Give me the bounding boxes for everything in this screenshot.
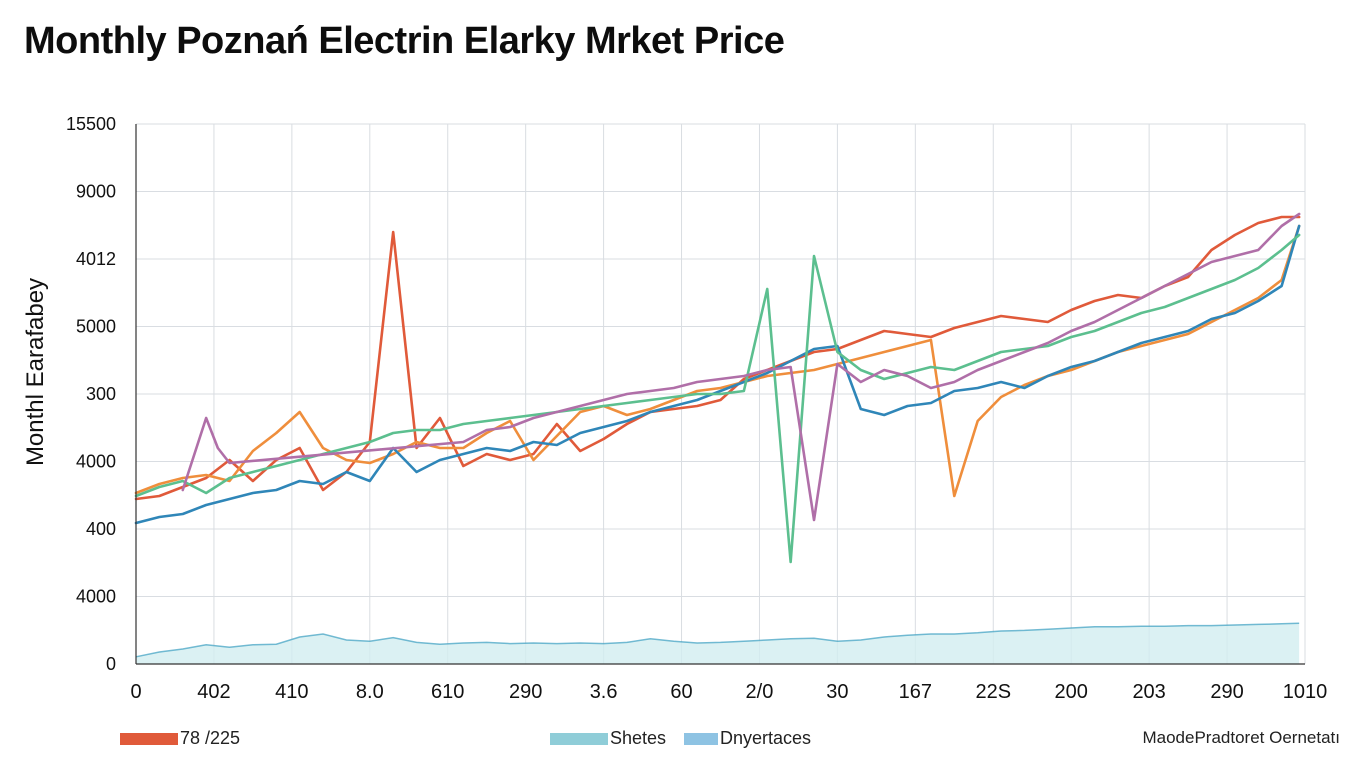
legend-label-1: 78 /225: [180, 728, 241, 748]
x-tick-label: 203: [1132, 681, 1165, 703]
x-tick-label: 290: [509, 681, 542, 703]
x-tick-label: 2/0: [746, 681, 774, 703]
legend-label-3: Dnyertaces: [720, 728, 812, 748]
area-fill: [136, 623, 1300, 664]
y-tick-label: 15500: [66, 114, 116, 134]
legend-label-2: Shetes: [610, 728, 667, 748]
y-tick-label: 0: [106, 654, 116, 674]
legend-item-2: Shetes: [550, 728, 666, 749]
x-tick-label: 402: [197, 681, 230, 703]
y-tick-label: 4012: [76, 249, 116, 269]
x-tick-label: 30: [826, 681, 848, 703]
y-tick-label: 9000: [76, 182, 116, 202]
area-series: [135, 622, 1300, 664]
x-tick-label: 0: [130, 681, 141, 703]
axes: [135, 124, 1305, 665]
legend-item-1: 78 /225: [120, 728, 240, 749]
y-tick-label: 4000: [76, 452, 116, 472]
x-tick-label: 200: [1055, 681, 1088, 703]
series-line-1: [134, 215, 1301, 501]
x-tick-label: 60: [670, 681, 692, 703]
series-line-4: [134, 233, 1301, 564]
x-tick-label: 22S: [975, 681, 1011, 703]
x-tick-label: 290: [1210, 681, 1243, 703]
y-tick-label: 4000: [76, 587, 116, 607]
legend-item-3: Dnyertaces: [684, 728, 811, 749]
area-line: [135, 622, 1300, 658]
series-line-5: [181, 212, 1301, 522]
y-tick-label: 300: [86, 384, 116, 404]
legend-swatch-red: [120, 732, 178, 745]
x-tick-label: 3.6: [590, 681, 618, 703]
y-tick-label: 5000: [76, 317, 116, 337]
x-tick-label: 1010: [1283, 681, 1328, 703]
legend-swatch-teal: [550, 732, 608, 745]
legend-swatch-blue: [684, 732, 718, 745]
x-tick-label: 610: [431, 681, 464, 703]
x-tick-labels: 0 402 410 8.0 610 290 3.6 60 2/0 30 167 22S 200 203 29…: [130, 681, 1327, 703]
line-series: [134, 212, 1301, 564]
y-tick-labels: 0 4000 400 4000 300 5000 4012 9000 15500: [66, 114, 116, 674]
legend-note: MaodePradtoret Oernetatı: [1142, 728, 1340, 747]
chart-title: Monthly Poznań Electrin Elarky Mrket Pri…: [24, 20, 785, 62]
y-tick-label: 400: [86, 519, 116, 539]
x-tick-label: 8.0: [356, 681, 384, 703]
series-line-3: [134, 224, 1301, 525]
x-tick-label: 410: [275, 681, 308, 703]
x-tick-label: 167: [899, 681, 932, 703]
